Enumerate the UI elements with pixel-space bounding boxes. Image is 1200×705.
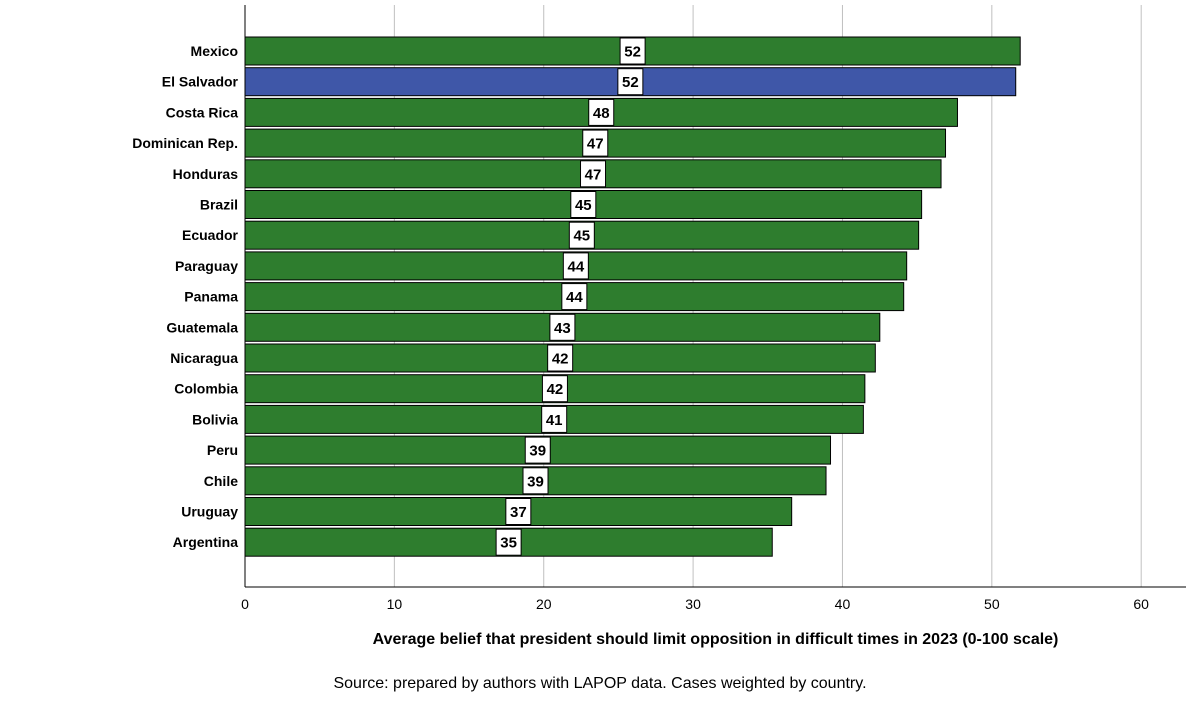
data-label-chile: 39 [527,473,544,490]
x-tick-label-30: 30 [685,596,701,612]
x-tick-label-0: 0 [241,596,249,612]
category-label-nicaragua: Nicaragua [170,350,238,366]
category-label-brazil: Brazil [200,197,238,213]
category-label-el-salvador: El Salvador [162,74,239,90]
data-label-box-chile [522,467,549,495]
category-label-argentina: Argentina [173,534,239,550]
data-label-nicaragua: 42 [552,351,569,368]
bar-chart: 0 10 20 30 40 50 60 Mexico 52 El Salvador 52 Costa … [132,5,1186,612]
data-label-box-peru [524,436,551,464]
data-label-box-mexico [619,37,646,65]
data-label-peru: 39 [529,443,546,460]
data-label-uruguay: 37 [510,504,527,521]
data-label-box-costa-rica [588,98,615,126]
data-label-box-uruguay [505,498,532,525]
data-label-panama: 44 [566,289,583,306]
source-note: Source: prepared by authors with LAPOP d… [333,675,867,692]
category-label-mexico: Mexico [191,43,238,59]
data-label-box-panama [561,283,588,311]
data-label-box-nicaragua [547,344,574,372]
category-label-costa-rica: Costa Rica [166,104,239,120]
data-label-box-honduras [580,160,607,188]
data-label-box-colombia [541,375,568,403]
data-label-box-guatemala [549,313,576,341]
x-tick-label-10: 10 [387,596,403,612]
category-label-bolivia: Bolivia [192,411,238,427]
data-label-el-salvador: 52 [622,74,639,91]
data-label-box-bolivia [541,405,568,433]
category-label-dominican-rep: Dominican Rep. [132,135,238,151]
x-tick-label-20: 20 [536,596,552,612]
category-label-paraguay: Paraguay [175,258,238,274]
category-label-uruguay: Uruguay [181,504,238,520]
category-label-ecuador: Ecuador [182,227,239,243]
data-label-argentina: 35 [500,535,517,552]
category-label-chile: Chile [204,473,238,489]
data-label-box-brazil [570,191,597,218]
data-label-box-paraguay [562,252,589,280]
data-label-paraguay: 44 [567,258,584,275]
data-label-brazil: 45 [575,197,592,214]
data-label-box-dominican-rep [582,129,609,157]
data-label-honduras: 47 [585,166,602,183]
data-label-guatemala: 43 [554,320,571,337]
data-label-box-argentina [495,528,522,556]
category-label-honduras: Honduras [173,166,239,182]
x-axis-title: Average belief that president should lim… [372,631,1059,648]
data-label-costa-rica: 48 [593,105,610,122]
category-label-guatemala: Guatemala [166,319,238,335]
data-label-bolivia: 41 [546,412,563,429]
x-tick-label-40: 40 [835,596,851,612]
x-tick-label-50: 50 [984,596,1000,612]
data-label-colombia: 42 [547,381,564,398]
category-label-peru: Peru [207,442,238,458]
category-label-colombia: Colombia [174,381,238,397]
data-label-dominican-rep: 47 [587,136,604,153]
category-label-panama: Panama [184,289,238,305]
data-label-box-ecuador [568,221,595,249]
data-label-mexico: 52 [624,44,641,61]
data-label-box-el-salvador [617,68,644,96]
data-label-ecuador: 45 [573,228,590,245]
x-tick-label-60: 60 [1133,596,1149,612]
